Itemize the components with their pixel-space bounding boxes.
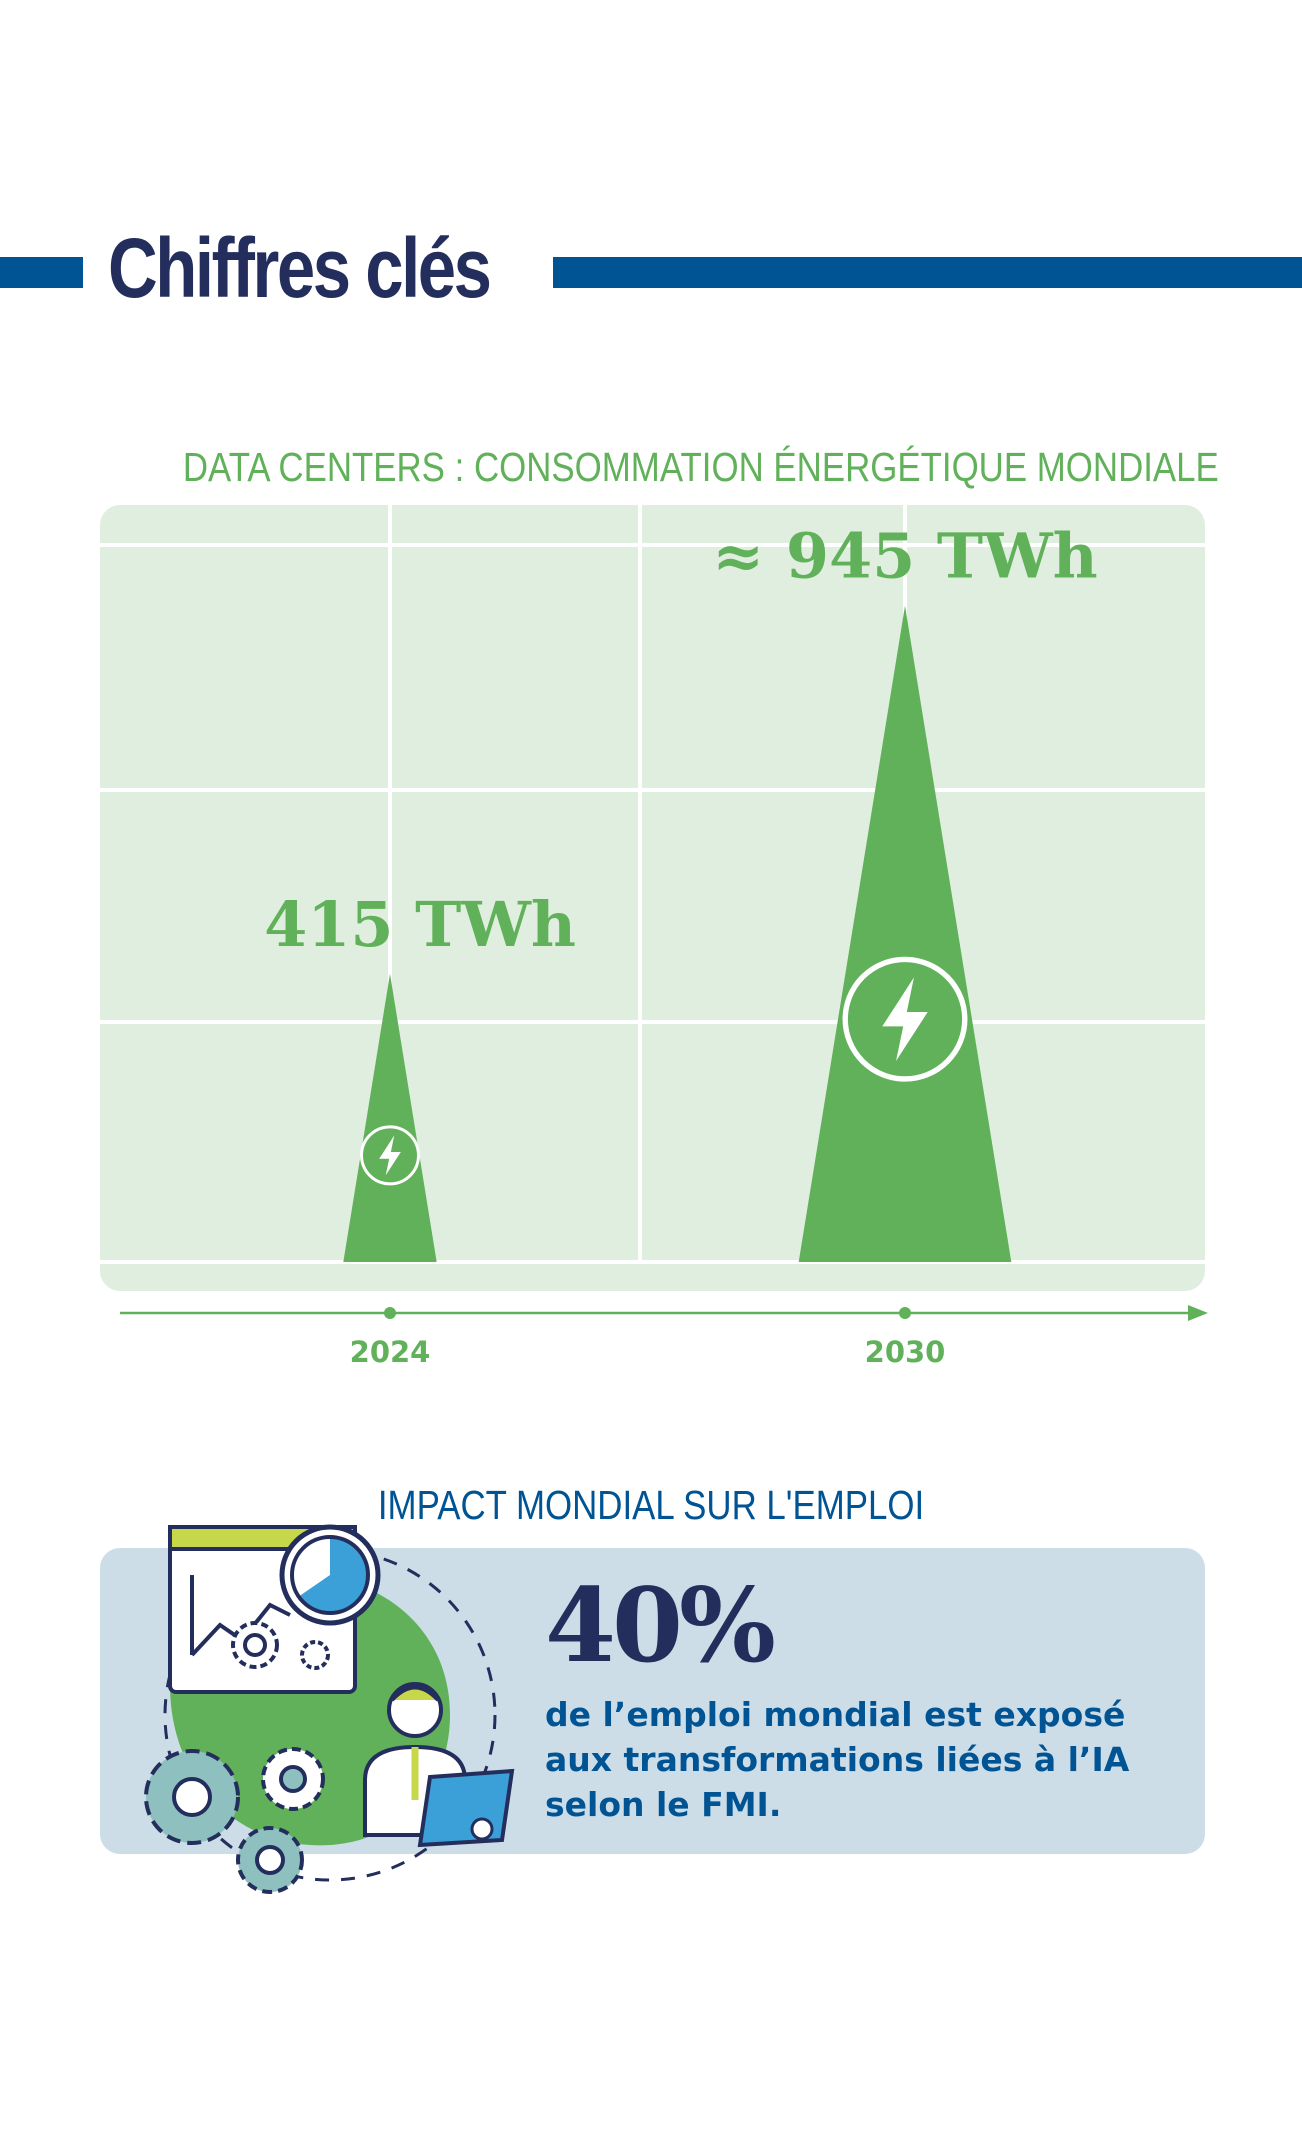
x-axis (120, 1305, 1208, 1321)
impact-section-title: IMPACT MONDIAL SUR L'EMPLOI (377, 1482, 925, 1528)
x-tick-dot-2024 (384, 1307, 396, 1319)
value-label-2024: 415 TWh (264, 888, 576, 961)
bar-triangle-2024 (343, 973, 437, 1262)
x-tick-dot-2030 (899, 1307, 911, 1319)
chart-marks: 415 TWh ≈ 945 TWh (264, 520, 1098, 1262)
header-bar-right (553, 257, 1302, 288)
header-bar-left (0, 257, 83, 288)
impact-stat: 40% (545, 1566, 776, 1686)
x-axis-arrowhead (1188, 1305, 1208, 1321)
x-tick-label-2030: 2030 (865, 1335, 946, 1369)
value-label-2030: ≈ 945 TWh (712, 520, 1097, 593)
x-tick-label-2024: 2024 (350, 1335, 431, 1369)
x-axis-ticks: 2024 2030 (350, 1307, 946, 1369)
energy-chart: 415 TWh ≈ 945 TWh 2024 2030 (100, 505, 1208, 1369)
chart-title: DATA CENTERS : CONSOMMATION ÉNERGÉTIQUE … (182, 444, 1219, 490)
bar-triangle-2030 (798, 605, 1012, 1262)
lightning-bolt-icon (360, 1125, 420, 1186)
page-title: Chiffres clés (108, 221, 492, 315)
impact-description: de l’emploi mondial est exposé aux trans… (545, 1695, 1130, 1824)
analyst-with-gears-icon (144, 1524, 515, 1894)
lightning-bolt-icon (842, 956, 968, 1082)
